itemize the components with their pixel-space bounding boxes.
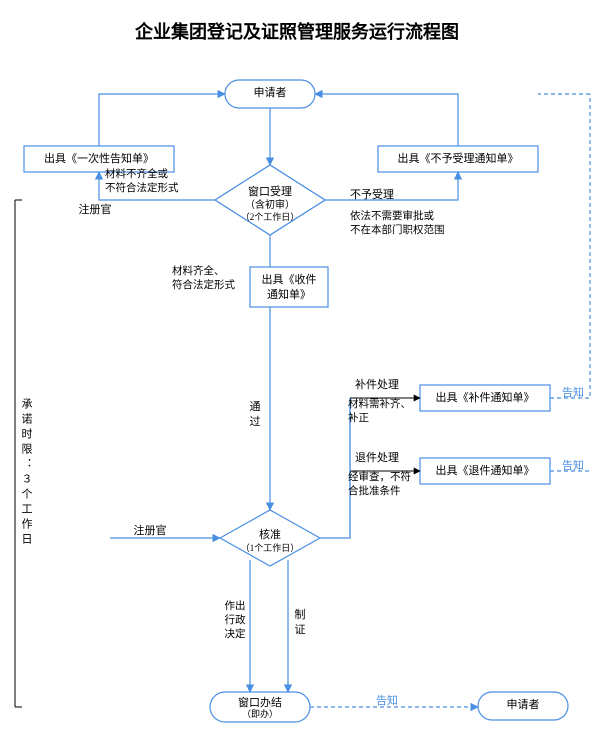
edgelabel-no-approval: 依法不需要审批或 不在本部门职权范围 (350, 210, 490, 238)
label-approve: 核准 (245, 528, 295, 543)
edgelabel-need-supplement: 材料需补齐、 补正 (348, 398, 428, 426)
edg营abel-inform1: 告知 (556, 384, 590, 400)
label-applicant-bottom: 申请者 (478, 698, 568, 713)
edgelabel-not-accept: 不予受理 (350, 188, 410, 203)
label-approve-days: （1个工作日） (235, 543, 305, 555)
edgelabel-incomplete: 材料不齐全或 不符合法定形式 (105, 168, 215, 196)
diagram-title: 企业集团登记及证照管理服务运行流程图 (135, 18, 459, 44)
label-notice-once: 出具《一次性告知单》 (24, 152, 174, 167)
label-window-close-sub: （即办） (210, 709, 310, 721)
edgelabel-inform-bottom: 告知 (370, 692, 404, 708)
label-receipt-notice: 出具《收件 通知单》 (250, 273, 328, 303)
edge-notice-reject-to-applicant (315, 94, 458, 146)
edgelabel-decision: 作出 行政 决定 (220, 600, 250, 643)
edgelabel-complete: 材料齐全、 符合法定形式 (172, 265, 248, 293)
label-window-accept: 窗口受理 (240, 185, 300, 200)
timeline-label: 承诺时限：３个工作日 (20, 398, 31, 548)
edgelabel-return: 退件处理 (355, 451, 415, 466)
edge-branch-supplement-stub (320, 398, 350, 538)
edge-notice-once-to-applicant (99, 94, 225, 146)
edgelabel-make-cert: 制 证 (292, 608, 308, 638)
edgelabel-pass: 通 过 (245, 400, 265, 430)
label-notice-reject: 出具《不予受理通知单》 (378, 152, 538, 167)
edgelabel-registrar-left: 注册官 (70, 203, 120, 218)
label-supplement-notice: 出具《补件通知单》 (420, 391, 550, 406)
edge-supplement-inform (550, 94, 590, 398)
edgelabel-supplement: 补件处理 (355, 378, 415, 393)
label-window-accept-days: （2个工作日） (230, 212, 310, 224)
edgelabel-fail-review: 经审查，不符 合批准条件 (348, 471, 432, 499)
edgelabel-registrar-mid: 注册官 (125, 524, 175, 539)
label-applicant-top: 申请者 (225, 86, 315, 101)
edgelabel-inform2: 告知 (556, 457, 590, 473)
label-window-accept-sub: （含初审） (240, 199, 300, 212)
label-return-notice: 出具《退件通知单》 (420, 464, 550, 479)
